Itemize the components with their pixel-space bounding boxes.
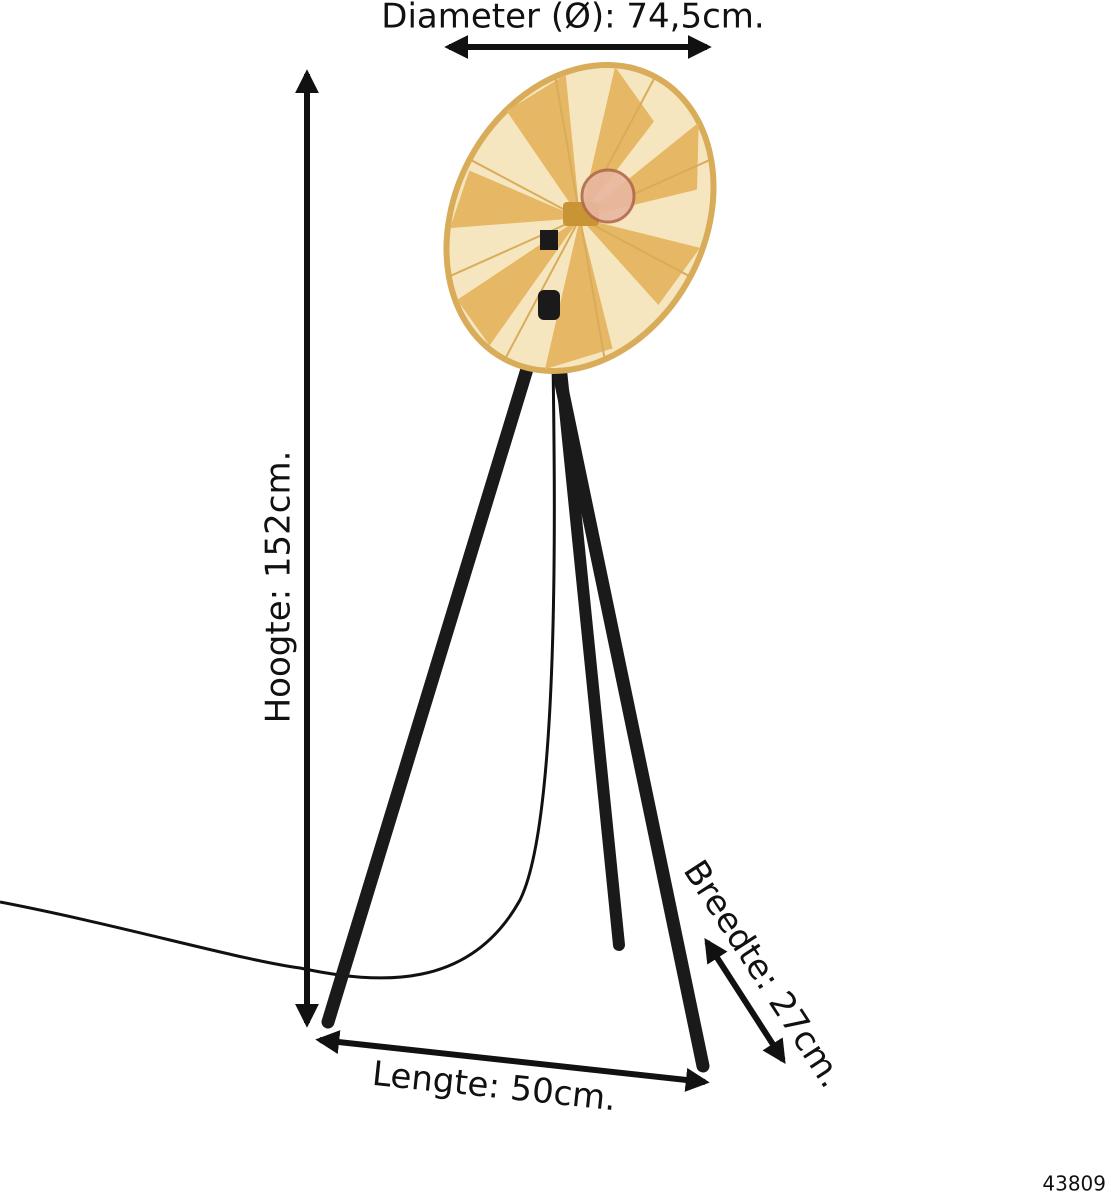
joint bbox=[538, 290, 560, 320]
tripod bbox=[321, 303, 710, 1073]
bulb bbox=[580, 168, 636, 224]
length-label: Lengte: 50cm. bbox=[370, 1054, 618, 1119]
product-code: 43809 bbox=[1042, 1172, 1106, 1196]
mount bbox=[540, 230, 558, 250]
height-label: Hoogte: 152cm. bbox=[259, 451, 299, 724]
cable bbox=[0, 359, 556, 980]
dimension-arrows bbox=[295, 35, 786, 1092]
diameter-label: Diameter (Ø): 74,5cm. bbox=[381, 0, 764, 37]
